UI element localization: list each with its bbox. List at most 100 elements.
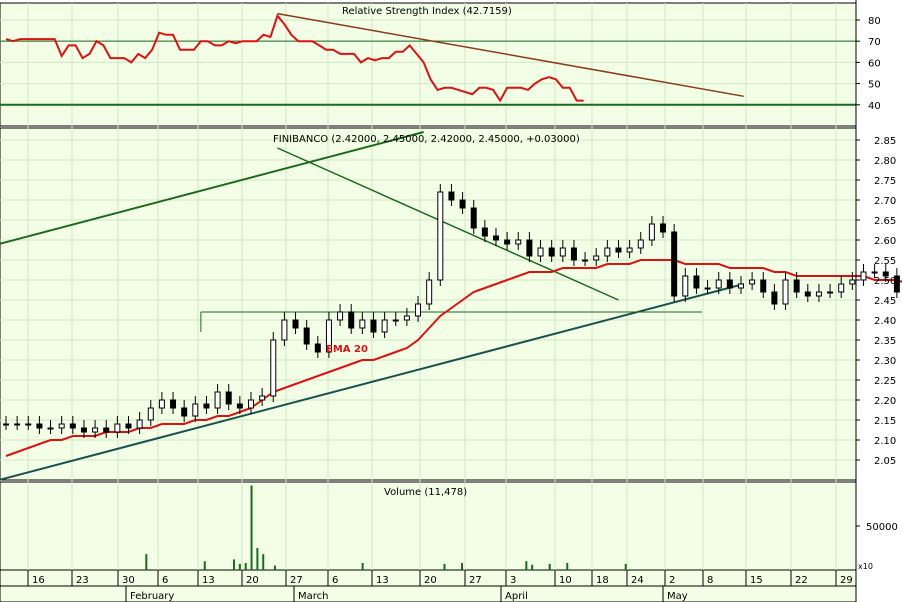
price-tick-label: 2.85 (874, 136, 896, 147)
month-label: April (505, 591, 528, 602)
candle-body (25, 423, 32, 426)
day-tick-label: 18 (596, 575, 609, 586)
candle-body (203, 403, 210, 409)
candle-body (470, 207, 477, 229)
candle-body (125, 423, 132, 429)
candle-body (815, 291, 822, 297)
day-tick-label: 10 (559, 575, 572, 586)
candle-body (236, 403, 243, 409)
candle-body (548, 247, 555, 257)
candle-body (415, 303, 422, 317)
candle-body (359, 319, 366, 329)
rsi-panel (0, 2, 857, 127)
candle-body (492, 235, 499, 241)
candle-body (648, 223, 655, 241)
candle-body (437, 191, 444, 281)
candle-body (715, 279, 722, 289)
candle-body (69, 423, 76, 429)
candle-body (92, 427, 99, 433)
lower-support-line (0, 283, 745, 481)
price-tick-label: 2.30 (874, 356, 896, 367)
candle-body (749, 279, 756, 285)
candle-body (559, 247, 566, 257)
rsi-title: Relative Strength Index (42.7159) (342, 6, 512, 17)
day-tick-label: 23 (76, 575, 89, 586)
price-tick-label: 2.75 (874, 176, 896, 187)
candle-body (403, 315, 410, 321)
price-tick-label: 2.20 (874, 396, 896, 407)
candle-body (370, 319, 377, 333)
price-tick-label: 2.60 (874, 236, 896, 247)
candle-body (771, 291, 778, 305)
day-tick-label: 24 (631, 575, 644, 586)
price-tick-label: 2.65 (874, 216, 896, 227)
month-axis-strip (0, 585, 857, 602)
candle-body (704, 287, 711, 290)
day-tick-label: 13 (202, 575, 215, 586)
candle-body (214, 391, 221, 409)
day-tick-label: 13 (376, 575, 389, 586)
price-tick-label: 2.55 (874, 256, 896, 267)
candle-body (281, 319, 288, 341)
candle-body (325, 319, 332, 353)
candle-body (303, 327, 310, 345)
rsi-tick-label: 50 (868, 80, 881, 91)
day-tick-label: 27 (469, 575, 482, 586)
candle-body (860, 271, 867, 281)
day-tick-label: 30 (122, 575, 135, 586)
day-tick-label: 20 (424, 575, 437, 586)
rsi-tick-label: 80 (868, 16, 881, 27)
price-tick-label: 2.15 (874, 416, 896, 427)
candle-body (838, 283, 845, 293)
day-tick-label: 16 (32, 575, 45, 586)
candle-body (292, 319, 299, 329)
rsi-tick-label: 70 (868, 37, 881, 48)
candle-body (47, 427, 54, 430)
candle-body (615, 247, 622, 253)
ema-label: EMA 20 (326, 344, 368, 355)
candle-body (392, 319, 399, 322)
day-tick-label: 3 (510, 575, 516, 586)
candle-body (247, 399, 254, 409)
candle-body (459, 199, 466, 209)
day-tick-label: 6 (162, 575, 168, 586)
candle-body (259, 395, 266, 401)
candle-body (504, 239, 511, 245)
price-tick-label: 2.80 (874, 156, 896, 167)
candle-body (682, 275, 689, 297)
candle-body (314, 343, 321, 353)
candle-body (36, 423, 43, 429)
candle-body (381, 319, 388, 333)
candle-body (58, 423, 65, 429)
candle-body (593, 255, 600, 261)
price-tick-label: 2.40 (874, 316, 896, 327)
candle-body (570, 247, 577, 261)
candle-body (158, 399, 165, 409)
day-tick-label: 29 (840, 575, 853, 586)
candle-body (448, 191, 455, 201)
candle-body (103, 427, 110, 433)
candle-body (181, 407, 188, 417)
day-tick-label: 20 (246, 575, 259, 586)
candle-body (515, 239, 522, 245)
day-tick-label: 15 (750, 575, 763, 586)
candle-body (192, 403, 199, 417)
day-tick-label: 8 (707, 575, 713, 586)
candle-body (114, 423, 121, 433)
down-trend-line (277, 147, 619, 301)
candle-body (804, 291, 811, 297)
candle-body (337, 311, 344, 321)
candle-body (671, 231, 678, 297)
candle-body (849, 279, 856, 285)
candle-body (526, 239, 533, 257)
candle-body (760, 279, 767, 293)
day-tick-label: 6 (332, 575, 338, 586)
candle-body (827, 291, 834, 294)
candle-body (871, 271, 878, 274)
price-tick-label: 2.35 (874, 336, 896, 347)
candle-body (693, 275, 700, 289)
candle-body (737, 283, 744, 289)
price-tick-label: 2.05 (874, 456, 896, 467)
rsi-tick-label: 60 (868, 58, 881, 69)
